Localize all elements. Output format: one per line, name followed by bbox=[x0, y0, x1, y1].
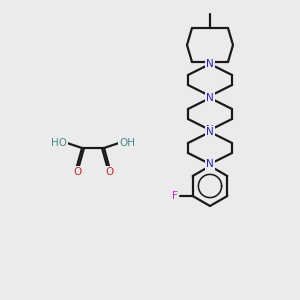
Text: N: N bbox=[206, 159, 214, 169]
Text: N: N bbox=[206, 59, 214, 69]
Text: OH: OH bbox=[119, 138, 135, 148]
Text: O: O bbox=[73, 167, 81, 177]
Text: F: F bbox=[172, 191, 178, 201]
Text: HO: HO bbox=[51, 138, 67, 148]
Text: O: O bbox=[105, 167, 113, 177]
Text: N: N bbox=[206, 93, 214, 103]
Text: N: N bbox=[206, 125, 214, 135]
Text: N: N bbox=[206, 127, 214, 137]
